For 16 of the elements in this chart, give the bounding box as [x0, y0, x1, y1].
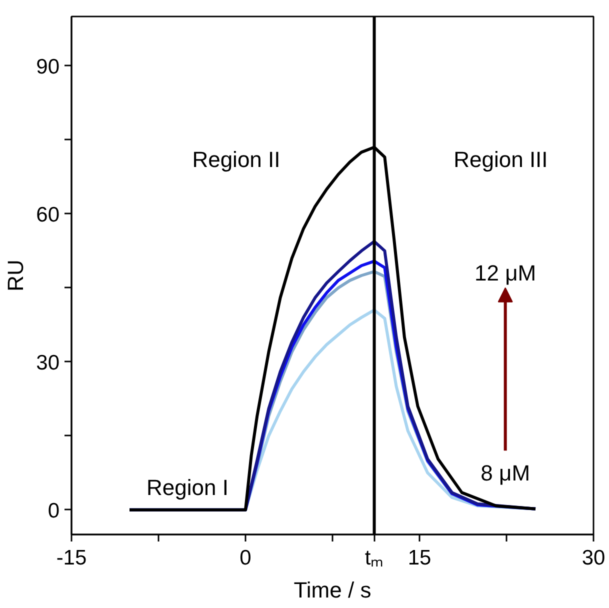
- x-tick-label: 15: [408, 546, 432, 570]
- x-tick-label: tₘ: [364, 546, 384, 570]
- x-tick-label: 0: [240, 546, 252, 570]
- annotation: Region III: [454, 147, 548, 172]
- y-tick-label: 30: [36, 351, 60, 374]
- annotation: 8 μM: [480, 460, 530, 486]
- x-tick-label: 30: [582, 546, 606, 570]
- x-axis-title: Time / s: [294, 578, 372, 602]
- y-tick-label: 0: [48, 499, 60, 522]
- y-tick-label: 90: [36, 55, 60, 78]
- annotation: 12 μM: [474, 260, 536, 286]
- y-tick-label: 60: [36, 203, 60, 226]
- annotation: Region II: [192, 147, 280, 172]
- annotation: Region I: [146, 475, 228, 500]
- x-tick-label: -15: [56, 546, 87, 570]
- y-axis-title: RU: [3, 260, 28, 292]
